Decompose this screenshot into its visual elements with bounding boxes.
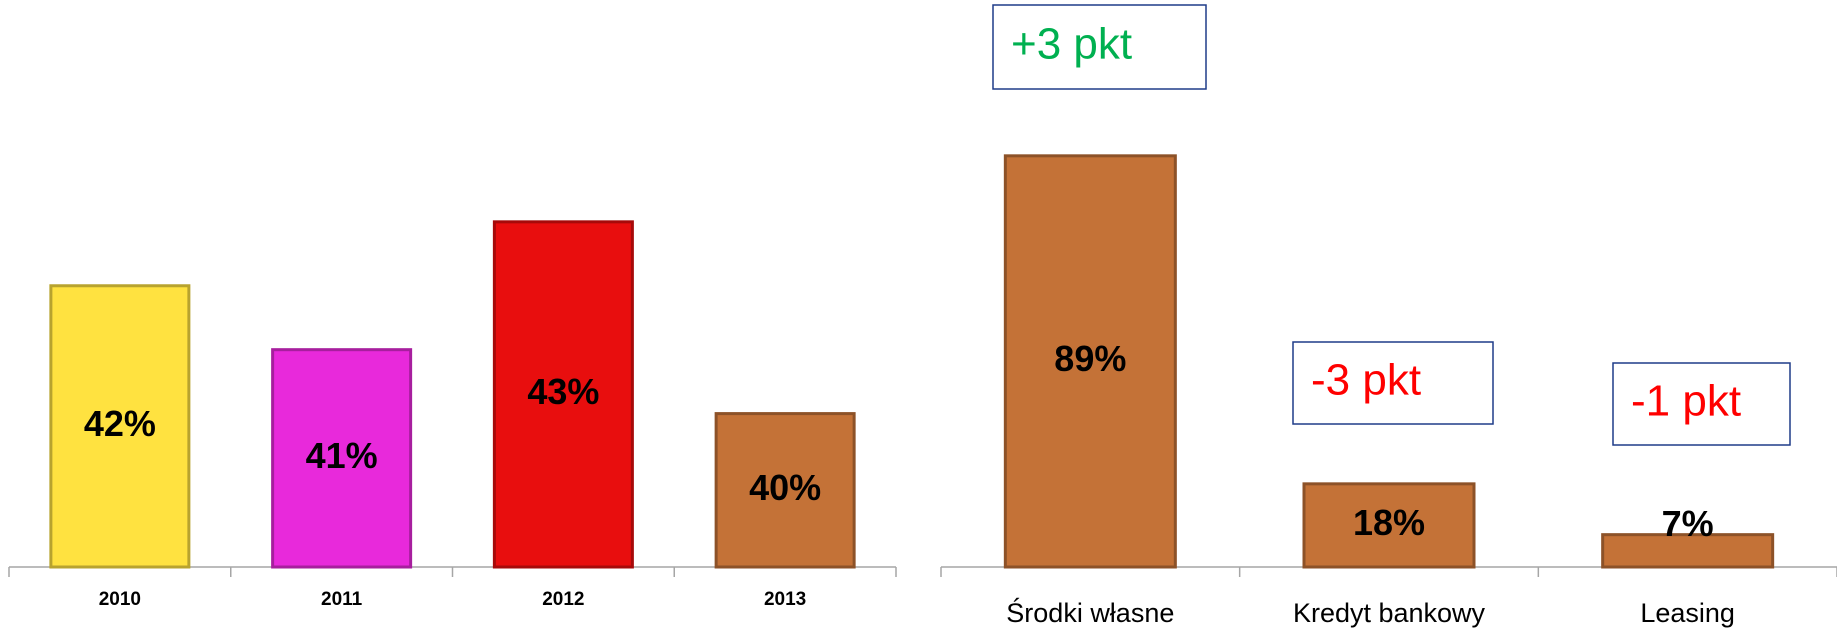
x-tick-label: Środki własne bbox=[1006, 596, 1174, 628]
x-tick-label: 2010 bbox=[99, 589, 141, 610]
bar bbox=[1003, 154, 1177, 569]
bar bbox=[714, 412, 856, 569]
x-tick-label: 2011 bbox=[321, 589, 363, 610]
data-label: 43% bbox=[527, 371, 599, 412]
annotation-box bbox=[992, 4, 1207, 90]
bar bbox=[49, 284, 191, 569]
bar bbox=[1302, 482, 1476, 569]
data-label: 40% bbox=[749, 467, 821, 508]
data-label: 41% bbox=[306, 435, 378, 476]
bar bbox=[492, 220, 634, 569]
annotation-box bbox=[1292, 341, 1494, 425]
annotation: -1 pkt bbox=[1631, 377, 1741, 426]
x-tick-label: Leasing bbox=[1640, 598, 1735, 628]
x-tick-label: 2012 bbox=[542, 589, 584, 610]
data-label: 7% bbox=[1662, 503, 1714, 544]
bar bbox=[271, 348, 413, 569]
x-tick-label: 2013 bbox=[764, 589, 806, 610]
bar bbox=[1601, 533, 1775, 569]
annotation-box bbox=[1612, 362, 1791, 446]
annotation: -3 pkt bbox=[1311, 356, 1421, 405]
x-tick-label: Kredyt bankowy bbox=[1293, 598, 1486, 628]
data-label: 89% bbox=[1054, 338, 1126, 379]
data-label: 18% bbox=[1353, 502, 1425, 543]
annotation: +3 pkt bbox=[1011, 20, 1132, 69]
data-label: 42% bbox=[84, 403, 156, 444]
